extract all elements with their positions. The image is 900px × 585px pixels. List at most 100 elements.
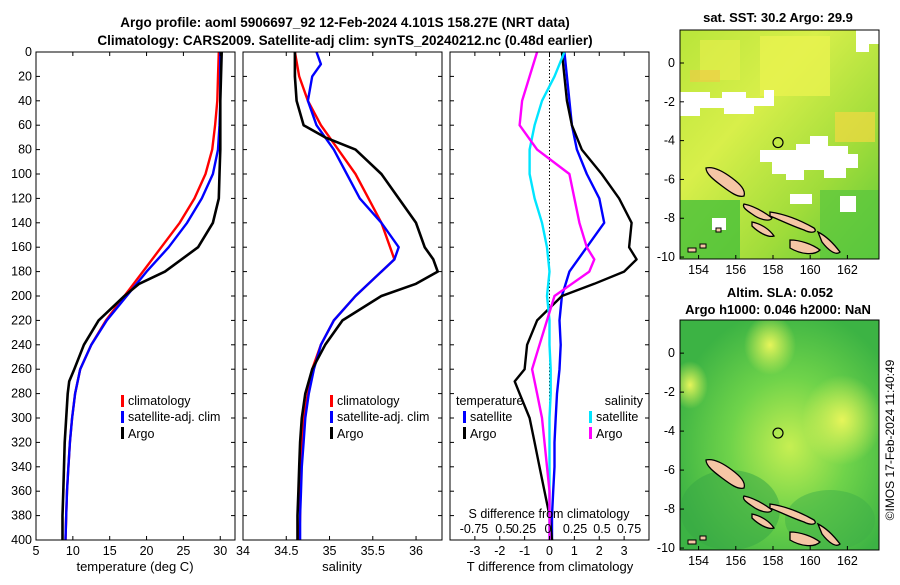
y-tick-label: 380 <box>11 509 32 523</box>
island-choiseul <box>742 495 773 513</box>
x-tick-label: 0 <box>546 544 553 558</box>
legend-swatch-temp-satellite <box>463 411 466 423</box>
y-tick-label: 60 <box>18 118 32 132</box>
sla-map-axes: 154 156 158 160 162 0 -2 -4 -6 -8 -10 <box>657 346 858 568</box>
difference-legend: temperature satellite Argo salinity sate… <box>456 394 644 441</box>
sst-map-title: sat. SST: 30.2 Argo: 29.9 <box>703 10 853 25</box>
s-difference-ticks: -0.75 0.5 0.25 0 0.25 0.5 0.75 <box>460 522 641 536</box>
lat-tick-label: -2 <box>664 385 675 399</box>
y-tick-label: 240 <box>11 338 32 352</box>
x-tick-label: -2 <box>494 544 505 558</box>
x-tick-label: 1 <box>571 544 578 558</box>
y-tick-label: 180 <box>11 265 32 279</box>
x-tick-label: -1 <box>519 544 530 558</box>
cloud-gap <box>712 194 856 230</box>
x-tick-label: 34 <box>236 544 250 558</box>
x-tick-label: 34.5 <box>274 544 298 558</box>
lon-tick-label: 154 <box>688 263 709 277</box>
sla-map-title: Altim. SLA: 0.052 <box>727 285 833 300</box>
sla-high <box>744 320 796 375</box>
series-line-argo <box>61 52 223 540</box>
island-bougainville <box>705 166 746 198</box>
lon-tick-label: 154 <box>688 554 709 568</box>
sst-warm-patch <box>835 112 875 142</box>
series-line-temperature-satellite <box>550 52 606 540</box>
lon-tick-label: 158 <box>763 263 784 277</box>
y-tick-label: 360 <box>11 484 32 498</box>
lat-tick-label: 0 <box>668 56 675 70</box>
x-tick-label: 3 <box>621 544 628 558</box>
salinity-legend: climatology satellite-adj. clim Argo <box>330 394 429 441</box>
lat-tick-label: -6 <box>664 172 675 186</box>
legend-label-temp-satellite: satellite <box>470 410 512 424</box>
sla-high <box>680 361 708 409</box>
x-tick-label: 25 <box>176 544 190 558</box>
difference-panel: -3 -2 -1 0 1 2 3 <box>449 51 650 558</box>
island-new-georgia <box>751 513 776 530</box>
legend-swatch-sal-argo <box>589 427 592 439</box>
s-tick: 0.75 <box>617 522 641 536</box>
x-tick-label: 5 <box>33 544 40 558</box>
lat-tick-label: -10 <box>657 250 675 264</box>
sla-high <box>802 375 879 465</box>
salinity-panel: 34 34.5 35 35.5 36 <box>236 51 443 558</box>
lat-tick-label: -4 <box>664 134 675 148</box>
panel-frame <box>35 51 236 541</box>
lat-tick-label: -10 <box>657 541 675 555</box>
lat-tick-label: -8 <box>664 502 675 516</box>
y-tick-label: 40 <box>18 94 32 108</box>
x-tick-label: 35.5 <box>361 544 385 558</box>
cloud-gap <box>856 30 879 52</box>
legend-title-temperature: temperature <box>456 394 523 408</box>
y-tick-label: 320 <box>11 435 32 449</box>
legend-label-temp-argo: Argo <box>470 427 496 441</box>
t-difference-axis-label: T difference from climatology <box>467 559 634 574</box>
lon-tick-label: 156 <box>725 263 746 277</box>
series-line-salinity-argo <box>518 52 596 540</box>
y-tick-label: 80 <box>18 143 32 157</box>
figure-title-line1: Argo profile: aoml 5906697_92 12-Feb-202… <box>120 15 569 30</box>
legend-swatch-sal-satellite <box>589 411 592 423</box>
lon-tick-label: 156 <box>725 554 746 568</box>
legend-label-climatology: climatology <box>128 394 191 408</box>
s-tick: 0 <box>545 522 552 536</box>
series-line-satellite-adj-clim <box>298 52 400 540</box>
sla-map <box>680 320 879 550</box>
y-tick-label: 220 <box>11 313 32 327</box>
s-tick: 0.5 <box>593 522 610 536</box>
island-small <box>687 535 707 545</box>
y-tick-label: 0 <box>25 45 32 59</box>
legend-label-satellite: satellite-adj. clim <box>337 410 429 424</box>
series-line-temperature-argo <box>513 52 638 540</box>
temperature-axis-label: temperature (deg C) <box>76 559 193 574</box>
s-tick: -0.75 <box>460 522 489 536</box>
lon-tick-label: 160 <box>800 263 821 277</box>
legend-label-argo: Argo <box>128 427 154 441</box>
island-isabel <box>769 503 816 525</box>
island-guadalcanal <box>789 239 821 255</box>
island-isabel <box>769 211 816 233</box>
sst-warm-patch <box>690 70 720 82</box>
lat-tick-label: -6 <box>664 463 675 477</box>
series-line-argo <box>293 52 440 540</box>
sla-low <box>680 470 780 550</box>
temperature-panel: 5 10 15 20 25 3002040608010012014016018020022… <box>11 45 236 558</box>
sst-warm-patch <box>760 36 830 96</box>
island-malaita <box>816 522 841 546</box>
legend-swatch-argo <box>330 427 333 439</box>
y-tick-label: 200 <box>11 289 32 303</box>
y-tick-label: 400 <box>11 533 32 547</box>
lat-tick-label: -2 <box>664 95 675 109</box>
lon-tick-label: 162 <box>837 554 858 568</box>
figure-title-line2: Climatology: CARS2009. Satellite-adj cli… <box>97 33 592 48</box>
lon-tick-label: 160 <box>800 554 821 568</box>
island-new-georgia <box>751 221 776 238</box>
x-tick-label: 2 <box>596 544 603 558</box>
legend-swatch-climatology <box>330 395 333 407</box>
sst-map <box>680 30 879 259</box>
y-tick-label: 140 <box>11 216 32 230</box>
cloud-gap <box>680 90 774 116</box>
y-tick-label: 120 <box>11 191 32 205</box>
x-tick-label: 30 <box>213 544 227 558</box>
